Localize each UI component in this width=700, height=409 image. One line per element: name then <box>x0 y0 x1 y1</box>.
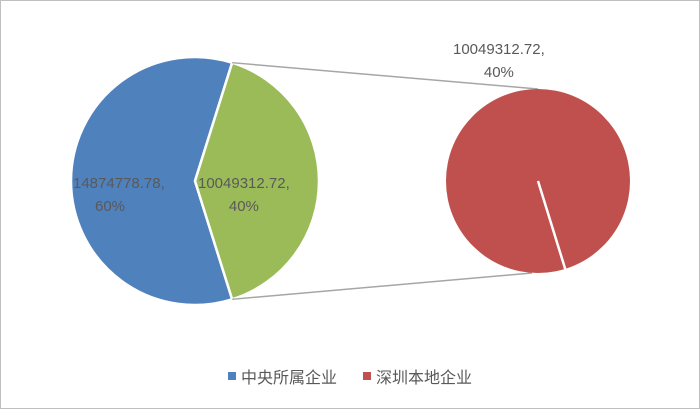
data-label-central-percent: 60% <box>95 198 126 215</box>
legend-label-shenzhen: 深圳本地企业 <box>376 368 473 387</box>
legend-swatch-shenzhen <box>363 372 371 380</box>
connector-line-bottom <box>232 272 533 301</box>
data-label-shenzhen: 10049312.72, 40% <box>453 38 545 84</box>
legend: 中央所属企业 深圳本地企业 <box>1 364 699 388</box>
connector-line-top <box>232 61 539 90</box>
legend-item-shenzhen[interactable]: 深圳本地企业 <box>363 364 472 388</box>
legend-item-central[interactable]: 中央所属企业 <box>227 364 337 388</box>
data-label-shenzhen-value: 10049312.72, <box>453 41 545 58</box>
legend-swatch-central <box>227 372 236 380</box>
data-label-other-value: 10049312.72, <box>198 175 290 192</box>
legend-label-central: 中央所属企业 <box>240 368 337 387</box>
pie-slice-central <box>69 55 234 307</box>
pie-slice-other <box>193 61 321 301</box>
data-label-central: 14874778.78, 60% <box>73 172 165 218</box>
data-label-shenzhen-percent: 40% <box>483 64 514 81</box>
data-label-other: 10049312.72, 40% <box>198 172 290 218</box>
data-label-central-value: 14874778.78, <box>73 175 165 192</box>
slice-border <box>536 180 567 270</box>
data-label-other-percent: 40% <box>228 198 259 215</box>
